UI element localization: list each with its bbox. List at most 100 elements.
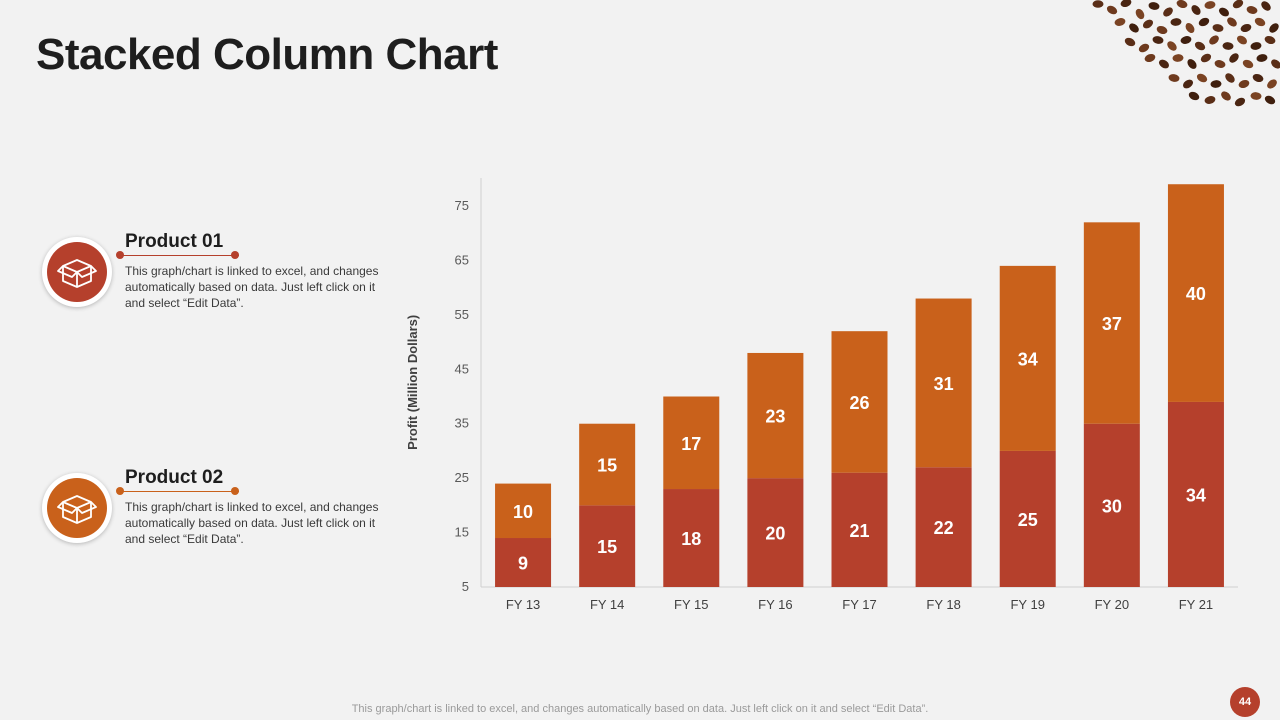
coffee-bean — [1264, 35, 1276, 45]
coffee-bean — [1168, 74, 1180, 82]
bar-segment-product-01 — [495, 538, 552, 587]
coffee-bean — [1250, 92, 1262, 100]
data-label: 23 — [765, 407, 785, 427]
coffee-bean — [1092, 0, 1104, 8]
coffee-bean — [1236, 35, 1248, 45]
open-box-icon — [57, 495, 97, 524]
product-01-badge — [42, 237, 112, 307]
coffee-bean — [1191, 5, 1201, 15]
coffee-bean — [1167, 41, 1177, 51]
legend-underline-dot — [231, 487, 239, 495]
open-box-icon — [57, 259, 97, 288]
coffee-bean — [1176, 0, 1188, 9]
coffee-bean — [1144, 53, 1156, 63]
coffee-beans-decoration — [1092, 0, 1280, 107]
x-tick-label: FY 14 — [590, 597, 624, 612]
coffee-bean — [1138, 43, 1150, 53]
data-label: 31 — [934, 374, 954, 394]
coffee-bean — [1250, 42, 1262, 50]
legend-description: This graph/chart is linked to excel, and… — [125, 500, 379, 546]
bar-segment-product-01 — [663, 489, 720, 587]
coffee-bean — [1261, 1, 1271, 11]
product-02-badge — [42, 473, 112, 543]
coffee-bean — [1148, 2, 1160, 10]
coffee-bean — [1221, 91, 1231, 101]
coffee-bean — [1234, 97, 1246, 107]
bar-segment-product-02 — [579, 423, 636, 506]
coffee-bean — [1129, 23, 1139, 33]
coffee-bean — [1225, 73, 1235, 83]
coffee-bean — [1114, 18, 1126, 26]
coffee-bean — [1227, 17, 1237, 27]
coffee-bean — [1256, 54, 1268, 62]
bar-segment-product-02 — [999, 265, 1056, 451]
coffee-bean — [1242, 59, 1254, 69]
coffee-bean — [1194, 41, 1206, 51]
coffee-bean — [1185, 22, 1195, 34]
coffee-bean — [1170, 18, 1182, 26]
coffee-bean — [1172, 54, 1184, 62]
data-label: 15 — [597, 456, 617, 476]
legend-underline-dot — [116, 251, 124, 259]
coffee-bean — [1246, 6, 1258, 14]
data-label: 10 — [513, 502, 533, 522]
coffee-bean — [1204, 1, 1216, 9]
x-tick-label: FY 17 — [842, 597, 876, 612]
coffee-bean — [1204, 96, 1216, 104]
x-tick-label: FY 21 — [1179, 597, 1213, 612]
coffee-bean — [1142, 19, 1154, 29]
bar-segment-product-01 — [1083, 423, 1140, 587]
bar-segment-product-02 — [1083, 222, 1140, 424]
y-tick-label: 55 — [455, 307, 469, 322]
x-tick-label: FY 19 — [1010, 597, 1044, 612]
data-label: 34 — [1018, 349, 1038, 369]
data-label: 30 — [1102, 496, 1122, 516]
coffee-bean — [1238, 79, 1250, 89]
legend-underline-dot — [231, 251, 239, 259]
coffee-bean — [1182, 79, 1194, 89]
page-number-badge: 44 — [1230, 687, 1260, 717]
coffee-bean — [1222, 42, 1234, 50]
data-label: 25 — [1018, 510, 1038, 530]
y-tick-label: 35 — [455, 416, 469, 431]
data-label: 22 — [934, 518, 954, 538]
page-title: Stacked Column Chart — [36, 30, 498, 79]
coffee-bean — [1252, 73, 1264, 83]
coffee-bean — [1106, 5, 1118, 15]
data-label: 9 — [518, 554, 528, 574]
coffee-bean — [1200, 53, 1212, 63]
y-tick-label: 65 — [455, 252, 469, 267]
data-label: 20 — [765, 524, 785, 544]
coffee-bean — [1209, 35, 1219, 45]
legend-item-product-01: Product 01 This graph/chart is linked to… — [42, 231, 402, 317]
bar-segment-product-01 — [999, 450, 1056, 587]
bar-segment-product-01 — [1167, 401, 1224, 587]
data-label: 17 — [681, 434, 701, 454]
legend-underline — [119, 255, 239, 256]
coffee-bean — [1212, 24, 1224, 32]
coffee-bean — [1135, 8, 1145, 20]
coffee-bean — [1180, 36, 1192, 44]
x-tick-label: FY 18 — [926, 597, 960, 612]
coffee-bean — [1156, 25, 1168, 35]
legend-underline — [119, 491, 239, 492]
coffee-bean — [1152, 36, 1164, 44]
coffee-bean — [1196, 73, 1208, 83]
y-tick-label: 45 — [455, 361, 469, 376]
stacked-column-chart: 5 15 25 35 45 55 65 75 Profit (Million Dollars) 9… — [405, 178, 1238, 612]
coffee-bean — [1187, 59, 1197, 69]
x-tick-label: FY 16 — [758, 597, 792, 612]
coffee-bean — [1163, 7, 1173, 17]
coffee-bean — [1218, 7, 1230, 17]
coffee-bean — [1271, 59, 1280, 69]
coffee-bean — [1269, 23, 1279, 33]
data-label: 34 — [1186, 485, 1206, 505]
coffee-bean — [1267, 79, 1277, 89]
y-tick-label: 75 — [455, 198, 469, 213]
coffee-bean — [1214, 60, 1226, 68]
y-tick-label: 5 — [462, 579, 469, 594]
footer-note: This graph/chart is linked to excel, and… — [351, 703, 929, 715]
x-tick-label: FY 15 — [674, 597, 708, 612]
bar-segment-product-02 — [663, 396, 720, 490]
bar-segment-product-02 — [747, 352, 804, 479]
